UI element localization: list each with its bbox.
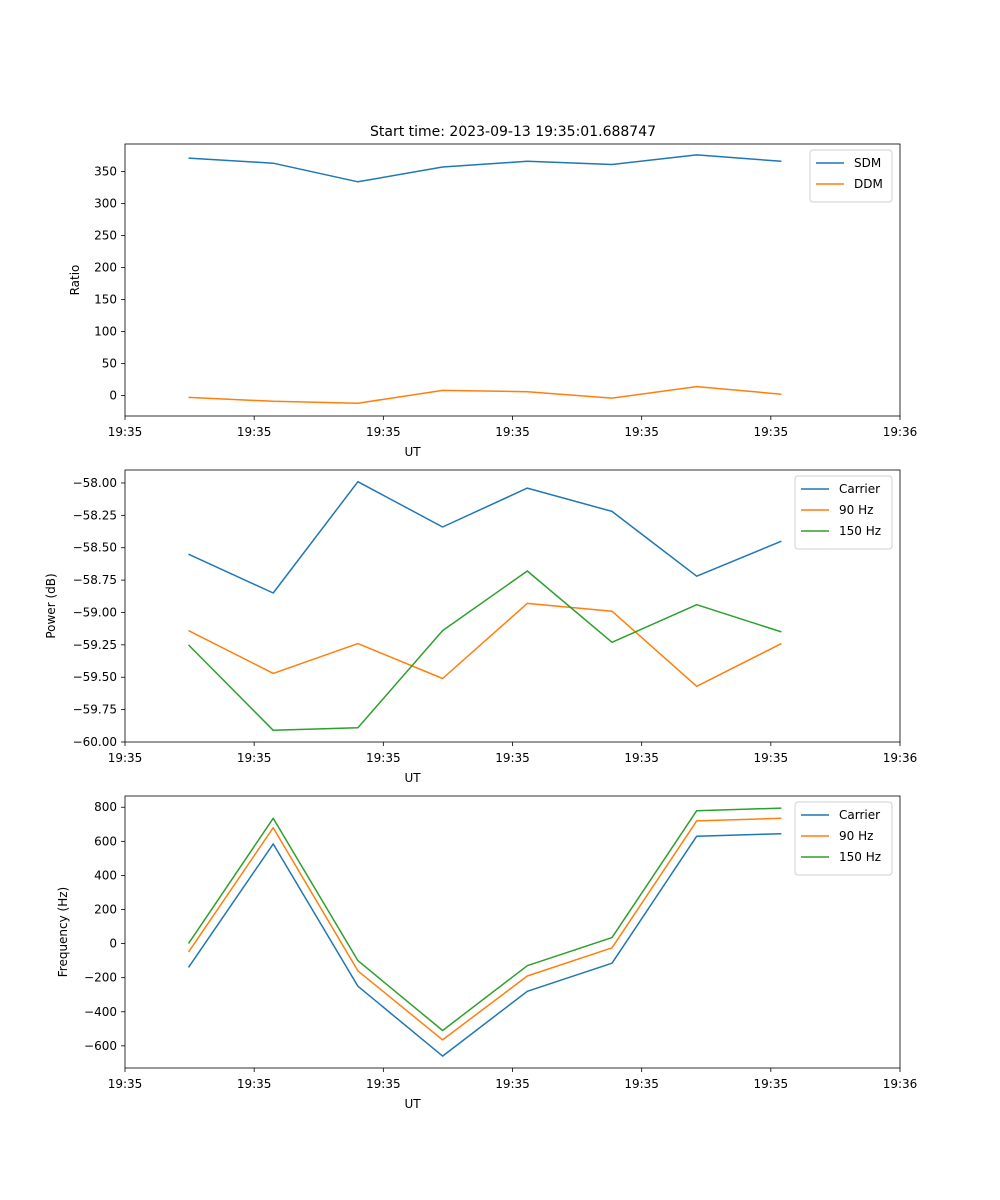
x-tick-label: 19:35 bbox=[495, 751, 530, 765]
legend-label: 150 Hz bbox=[839, 850, 881, 864]
y-tick-label: 300 bbox=[94, 197, 117, 211]
y-tick-label: 150 bbox=[94, 293, 117, 307]
series-line-150-hz bbox=[187, 807, 782, 1032]
x-tick-label: 19:36 bbox=[883, 751, 918, 765]
legend-label: SDM bbox=[854, 156, 881, 170]
x-tick-label: 19:35 bbox=[495, 425, 530, 439]
y-tick-label: 250 bbox=[94, 229, 117, 243]
x-tick-label: 19:35 bbox=[108, 751, 143, 765]
series-line-sdm bbox=[188, 154, 782, 183]
x-tick-label: 19:35 bbox=[108, 1077, 143, 1091]
legend-label: 90 Hz bbox=[839, 503, 873, 517]
y-tick-label: 0 bbox=[109, 937, 117, 951]
y-tick-label: −200 bbox=[84, 971, 117, 985]
y-tick-label: −59.00 bbox=[73, 605, 117, 619]
y-tick-label: −59.75 bbox=[73, 703, 117, 717]
axes-frame bbox=[124, 795, 901, 1069]
y-tick-label: −58.00 bbox=[73, 476, 117, 490]
x-axis-label: UT bbox=[404, 1097, 421, 1111]
series-line-90-hz bbox=[187, 817, 782, 1041]
x-tick-label: 19:35 bbox=[624, 751, 659, 765]
x-tick-label: 19:35 bbox=[366, 751, 401, 765]
y-tick-label: 200 bbox=[94, 903, 117, 917]
x-tick-label: 19:35 bbox=[108, 425, 143, 439]
panel-2: 19:35 19:35 19:35 19:35 19:35 19:35 19:36 −60.0… bbox=[44, 469, 918, 785]
x-tick-label: 19:35 bbox=[366, 1077, 401, 1091]
x-tick-label: 19:36 bbox=[883, 425, 918, 439]
legend-label: 150 Hz bbox=[839, 524, 881, 538]
y-tick-label: 50 bbox=[102, 357, 117, 371]
y-tick-label: −59.25 bbox=[73, 638, 117, 652]
y-tick-label: 400 bbox=[94, 868, 117, 882]
y-tick-label: 350 bbox=[94, 165, 117, 179]
panel-3: 19:35 19:35 19:35 19:35 19:35 19:35 19:36 −600 −… bbox=[56, 795, 918, 1111]
x-tick-label: 19:35 bbox=[624, 1077, 659, 1091]
series-line-150-hz bbox=[187, 570, 782, 732]
y-axis-label: Ratio bbox=[68, 265, 82, 296]
x-tick-label: 19:35 bbox=[754, 751, 789, 765]
y-tick-label: −58.75 bbox=[73, 573, 117, 587]
x-axis-label: UT bbox=[404, 771, 421, 785]
legend: Carrier 90 Hz 150 Hz bbox=[794, 801, 893, 876]
legend: SDM DDM bbox=[809, 149, 893, 203]
y-axis-label: Frequency (Hz) bbox=[56, 887, 70, 978]
x-tick-label: 19:36 bbox=[883, 1077, 918, 1091]
y-tick-label: 200 bbox=[94, 261, 117, 275]
axes-frame bbox=[124, 143, 901, 417]
y-tick-label: −58.25 bbox=[73, 508, 117, 522]
series-line-ddm bbox=[188, 385, 782, 404]
y-tick-label: 800 bbox=[94, 800, 117, 814]
x-tick-label: 19:35 bbox=[624, 425, 659, 439]
y-tick-label: 100 bbox=[94, 325, 117, 339]
y-tick-label: −400 bbox=[84, 1005, 117, 1019]
y-tick-label: −600 bbox=[84, 1039, 117, 1053]
y-axis-label: Power (dB) bbox=[44, 573, 58, 638]
x-tick-label: 19:35 bbox=[237, 751, 272, 765]
legend-label: DDM bbox=[854, 177, 883, 191]
legend-label: Carrier bbox=[839, 482, 880, 496]
x-tick-label: 19:35 bbox=[237, 425, 272, 439]
series-line-carrier bbox=[188, 480, 782, 594]
series-line-90-hz bbox=[188, 602, 782, 688]
series-line-carrier bbox=[187, 832, 782, 1057]
legend-label: Carrier bbox=[839, 808, 880, 822]
y-tick-label: −58.50 bbox=[73, 541, 117, 555]
legend: Carrier 90 Hz 150 Hz bbox=[794, 475, 893, 550]
axes-frame bbox=[124, 469, 901, 743]
y-tick-label: 0 bbox=[109, 389, 117, 403]
x-tick-label: 19:35 bbox=[366, 425, 401, 439]
y-tick-label: −60.00 bbox=[73, 735, 117, 749]
x-tick-label: 19:35 bbox=[495, 1077, 530, 1091]
x-tick-label: 19:35 bbox=[237, 1077, 272, 1091]
legend-label: 90 Hz bbox=[839, 829, 873, 843]
x-axis-label: UT bbox=[404, 445, 421, 459]
x-tick-label: 19:35 bbox=[754, 425, 789, 439]
x-tick-label: 19:35 bbox=[754, 1077, 789, 1091]
panel-1: 19:35 19:35 19:35 19:35 19:35 19:35 19:36 0 50 10… bbox=[68, 143, 918, 459]
y-tick-label: 600 bbox=[94, 834, 117, 848]
y-tick-label: −59.50 bbox=[73, 670, 117, 684]
figure-title: Start time: 2023-09-13 19:35:01.688747 bbox=[370, 124, 656, 140]
